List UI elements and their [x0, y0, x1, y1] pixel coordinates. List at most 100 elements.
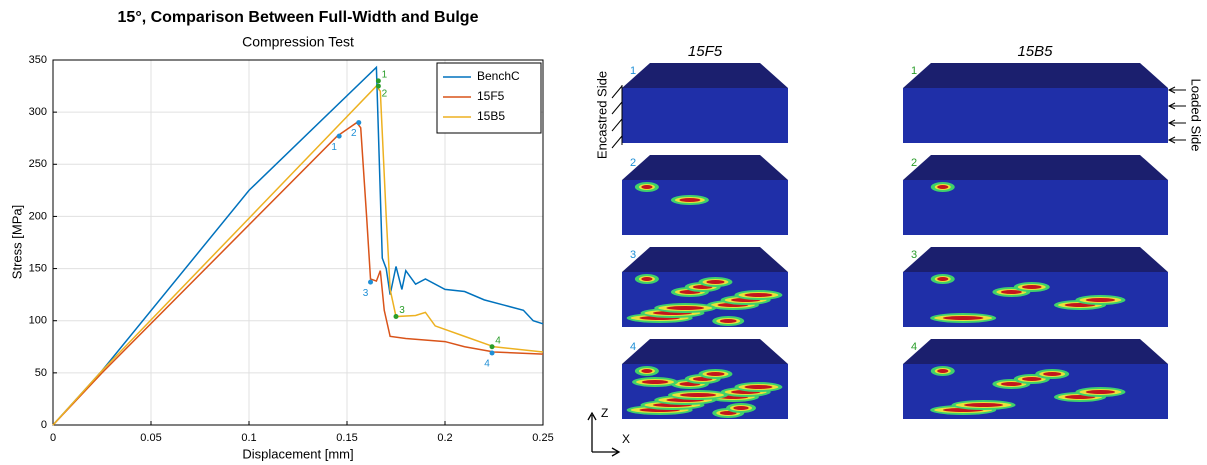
damage-zone: [1086, 390, 1115, 394]
slab-top: [622, 339, 788, 364]
y-tick-label: 150: [29, 262, 47, 274]
point-label: 2: [382, 89, 388, 100]
axis-z-label: Z: [601, 406, 608, 420]
fe-slab: 3: [903, 247, 1168, 327]
x-tick-label: 0.2: [437, 432, 452, 444]
side-label: Encastred Side: [594, 71, 609, 159]
slab-top: [903, 155, 1168, 180]
legend-label: 15F5: [477, 89, 505, 103]
damage-zone: [1001, 290, 1022, 294]
damage-zone: [744, 293, 772, 297]
x-tick-label: 0.15: [336, 432, 357, 444]
point-label: 4: [484, 359, 490, 370]
point-label: 1: [382, 69, 388, 80]
slab-top: [622, 247, 788, 272]
column-title: 15B5: [1017, 43, 1053, 60]
x-axis-label: Displacement [mm]: [242, 446, 353, 461]
point-marker: [368, 280, 373, 285]
x-tick-label: 0.1: [241, 432, 256, 444]
damage-zone: [744, 385, 772, 389]
point-label: 4: [495, 335, 501, 346]
figure: 15°, Comparison Between Full-Width and B…: [0, 0, 1207, 465]
x-tick-label: 0.05: [140, 432, 161, 444]
y-tick-label: 200: [29, 210, 47, 222]
damage-zone: [642, 380, 669, 384]
point-marker: [376, 84, 381, 89]
y-tick-label: 0: [41, 419, 47, 431]
point-marker: [356, 120, 361, 125]
row-label: 4: [630, 341, 636, 353]
fe-slab: 2: [622, 155, 788, 235]
damage-zone: [1022, 285, 1042, 289]
legend-label: BenchC: [477, 69, 520, 83]
damage-zone: [679, 198, 700, 202]
damage-zone: [937, 369, 948, 373]
chart-title: 15°, Comparison Between Full-Width and B…: [118, 9, 479, 26]
fe-slab: 4: [622, 339, 788, 419]
point-label: 3: [363, 288, 369, 299]
point-marker: [337, 134, 342, 139]
x-tick-label: 0: [50, 432, 56, 444]
row-label: 3: [911, 249, 917, 261]
point-label: 2: [351, 128, 357, 139]
row-label: 3: [630, 249, 636, 261]
fe-slab: 4: [903, 339, 1168, 419]
damage-zone: [943, 316, 984, 320]
row-label: 4: [911, 341, 917, 353]
encastre-mark: [612, 136, 622, 148]
slab-front: [903, 88, 1168, 143]
damage-zone: [680, 393, 716, 397]
damage-zone: [733, 406, 748, 410]
y-axis-label: Stress [MPa]: [9, 205, 24, 279]
damage-zone: [720, 319, 737, 323]
point-marker: [376, 78, 381, 83]
x-tick-label: 0.25: [532, 432, 553, 444]
y-tick-label: 350: [29, 54, 47, 66]
point-marker: [490, 344, 495, 349]
damage-zone: [641, 277, 652, 281]
damage-zone: [1022, 377, 1042, 381]
y-tick-label: 100: [29, 315, 47, 327]
chart-subtitle: Compression Test: [242, 34, 354, 50]
legend-label: 15B5: [477, 109, 505, 123]
y-tick-label: 300: [29, 106, 47, 118]
fe-slab: 2: [903, 155, 1168, 235]
damage-zone: [937, 185, 948, 189]
damage-zone: [1001, 382, 1022, 386]
y-tick-label: 250: [29, 158, 47, 170]
slab-top: [622, 155, 788, 180]
row-label: 1: [630, 65, 636, 77]
series-line: [53, 86, 543, 425]
slab-top: [903, 247, 1168, 272]
point-label: 3: [399, 305, 405, 316]
row-label: 1: [911, 65, 917, 77]
y-tick-label: 50: [35, 367, 47, 379]
damage-zone: [706, 280, 724, 284]
damage-zone: [641, 185, 652, 189]
column-title: 15F5: [688, 43, 723, 60]
fe-slab: 1: [903, 63, 1168, 143]
slab-top: [903, 63, 1168, 88]
slab-top: [622, 63, 788, 88]
damage-zone: [706, 372, 724, 376]
encastre-mark: [612, 86, 622, 98]
row-label: 2: [630, 157, 636, 169]
point-marker: [394, 314, 399, 319]
damage-zone: [964, 403, 1003, 407]
fe-slab: 3: [622, 247, 788, 327]
row-label: 2: [911, 157, 917, 169]
axis-x-label: X: [622, 432, 630, 446]
slab-front: [622, 88, 788, 143]
point-marker: [490, 351, 495, 356]
slab-top: [903, 339, 1168, 364]
damage-zone: [641, 369, 652, 373]
side-label: Loaded Side: [1189, 78, 1204, 151]
damage-zone: [1086, 298, 1115, 302]
fe-slab: 1: [622, 63, 788, 143]
damage-zone: [937, 277, 948, 281]
point-label: 1: [331, 142, 337, 153]
encastre-mark: [612, 119, 622, 131]
encastre-mark: [612, 102, 622, 114]
damage-zone: [1043, 372, 1061, 376]
damage-zone: [666, 306, 704, 310]
